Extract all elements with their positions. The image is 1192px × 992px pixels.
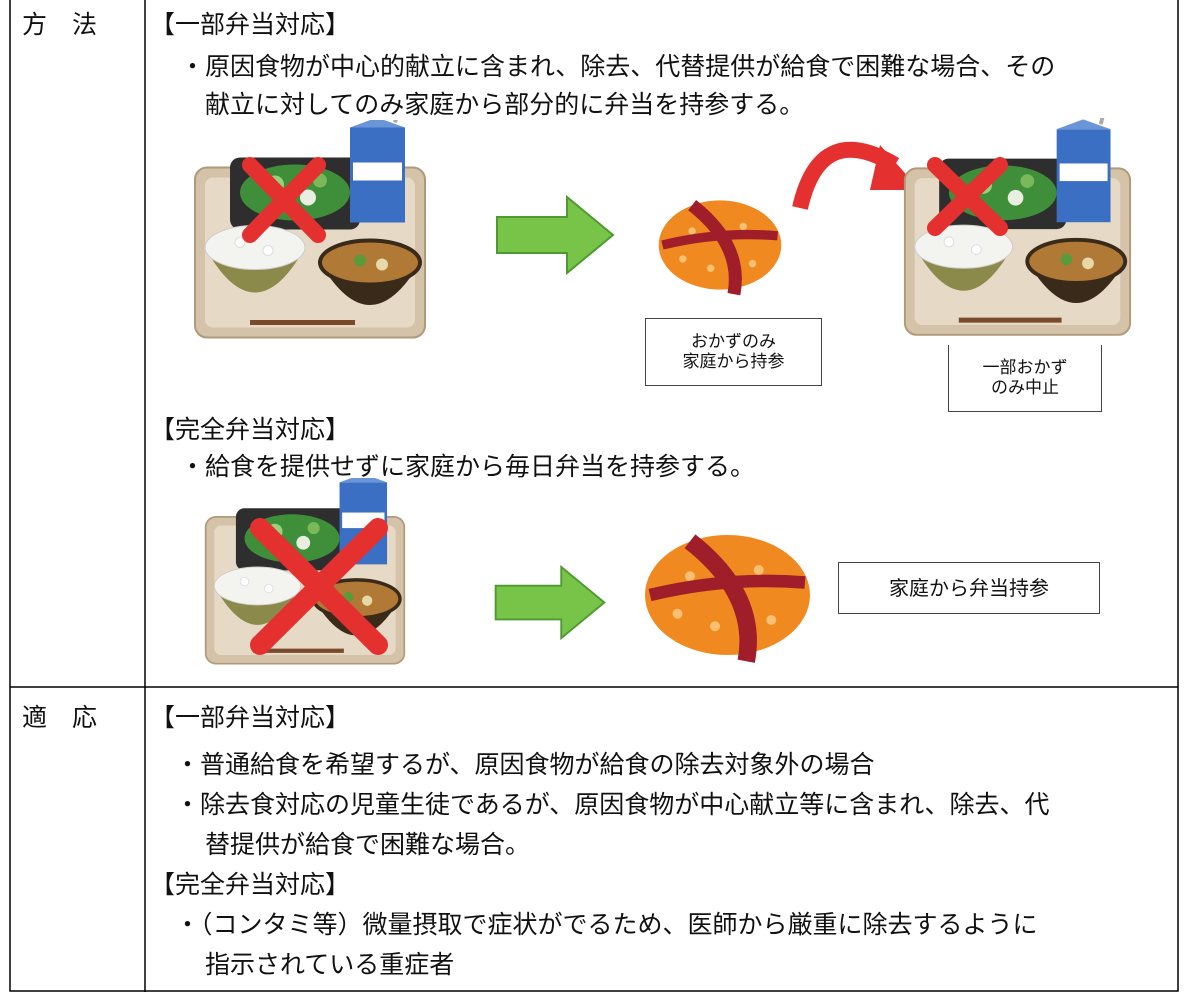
heading: 【完全弁当対応】 [150,415,351,444]
red-x [242,157,326,243]
bento [659,200,782,294]
label-box: 一部おかず のみ中止 [948,345,1102,412]
heading: 【一部弁当対応】 [150,10,351,39]
label-line: のみ中止 [991,378,1059,398]
bullet-line: ・除去食対応の児童生徒であるが、原因食物が中心献立等に含まれ、除去、代 [175,790,1050,819]
bullet-line: 献立に対してのみ家庭から部分的に弁当を持参する。 [205,90,805,119]
row-header: 方 法 [22,10,98,39]
bullet-line: ・原因食物が中心的献立に含まれ、除去、代替提供が給食で困難な場合、その [180,52,1056,81]
bullet-line: 指示されている重症者 [205,950,455,979]
bullet-line: ・給食を提供せずに家庭から毎日弁当を持参する。 [180,452,756,481]
red-x [927,157,1008,236]
label-line: おかずのみ [691,332,776,352]
bullet-line: ・普通給食を希望するが、原因食物が給食の除去対象外の場合 [175,750,875,779]
label-line: 一部おかず [982,358,1068,378]
green-arrow [494,565,606,640]
red-x [250,518,388,655]
table-border [9,0,1179,992]
row-header: 適 応 [22,703,98,732]
label-line: 家庭から弁当持参 [889,576,1049,600]
green-arrow [496,196,614,274]
label-box: 家庭から弁当持参 [838,562,1100,614]
heading: 【完全弁当対応】 [150,870,351,899]
bento [645,535,810,661]
label-line: 家庭から持参 [682,352,785,372]
heading: 【一部弁当対応】 [150,703,351,732]
bullet-line: ・（コンタミ等）微量摂取で症状がでるため、医師から厳重に除去するように [175,910,1038,939]
label-box: おかずのみ 家庭から持参 [645,318,822,386]
bullet-line: 替提供が給食で困難な場合。 [205,830,531,859]
